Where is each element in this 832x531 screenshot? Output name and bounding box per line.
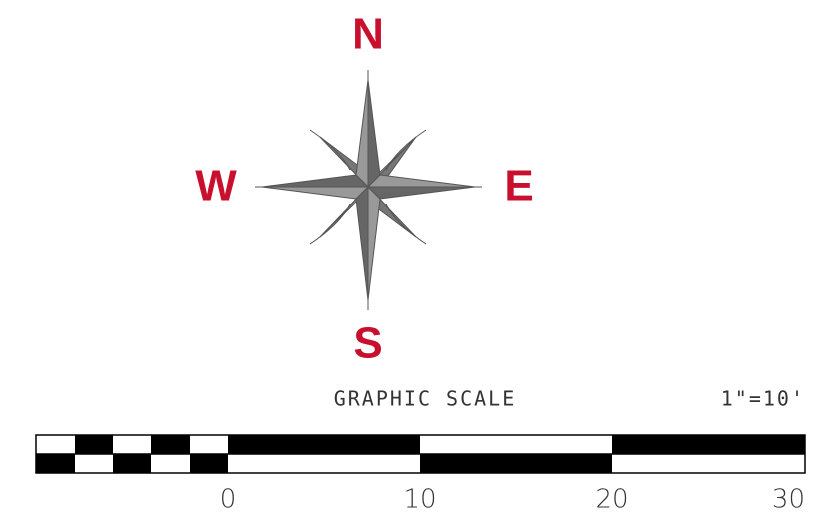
south-label: S	[353, 319, 382, 368]
point-s	[367, 185, 381, 301]
point-e	[366, 174, 476, 188]
scale-ratio: 1"=10'	[721, 387, 805, 411]
east-label: E	[504, 162, 533, 211]
scale-label: 20	[595, 485, 628, 515]
scale-title: GRAPHIC SCALE	[334, 387, 517, 411]
north-label: N	[352, 10, 384, 59]
scale-label: 30	[772, 485, 805, 515]
point-w	[261, 186, 370, 200]
scale-bar	[35, 434, 806, 474]
west-label: W	[195, 162, 237, 211]
compass-rose	[255, 70, 482, 310]
scale-label: 10	[403, 485, 436, 515]
point-n	[355, 79, 369, 189]
scale-label: 0	[220, 485, 237, 515]
